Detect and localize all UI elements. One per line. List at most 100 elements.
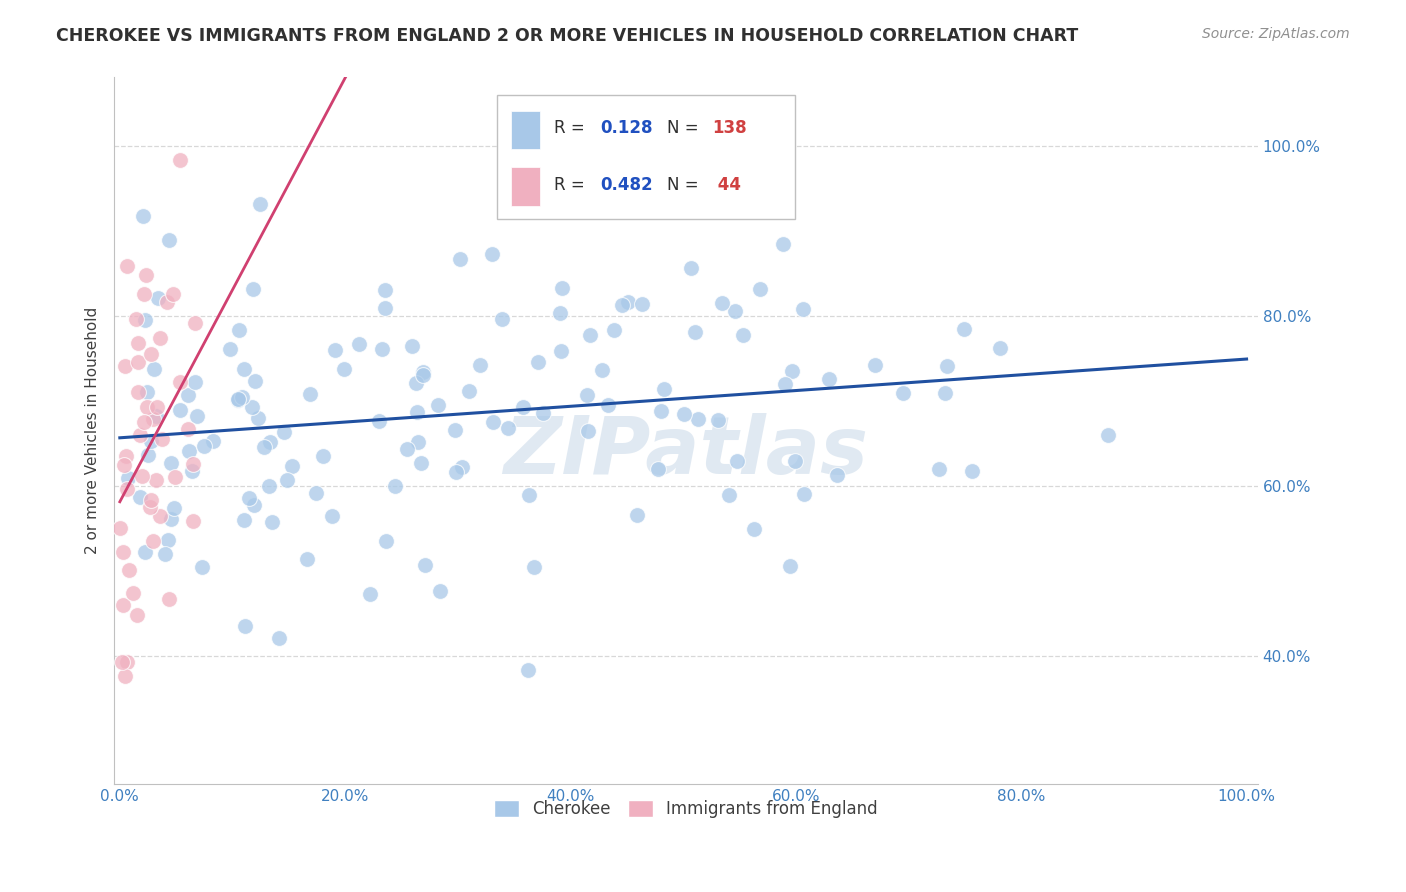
Point [779,558,801,573]
Point [145,409,167,424]
Point [169,403,191,417]
Point [115,483,138,497]
Point [725,454,748,468]
Point [817,372,839,386]
Point [233,619,256,633]
Point [115,449,138,463]
Point [401,339,423,353]
Point [405,405,427,419]
Point [749,282,772,296]
Point [136,449,159,463]
Point [412,368,434,382]
Point [863,358,886,372]
Point [267,631,290,645]
Point [135,268,157,282]
Point [183,316,205,330]
Point [960,464,983,478]
Point [710,296,733,310]
Point [297,552,319,566]
Point [731,328,754,343]
Point [184,375,207,389]
Point [180,464,202,478]
Point [238,491,260,505]
Point [550,344,572,359]
Point [683,325,706,339]
Point [405,376,427,391]
Point [181,457,204,471]
Point [145,473,167,487]
Bar [510,167,540,206]
Point [134,545,156,559]
Point [411,457,433,471]
Point [155,547,177,561]
Point [148,509,170,524]
Point [218,342,240,356]
Point [323,343,346,357]
Point [165,470,187,484]
Text: 0.482: 0.482 [600,176,652,194]
Point [408,435,430,450]
Point [142,412,165,426]
Point [124,311,146,326]
Text: R =: R = [554,120,591,137]
Point [650,404,672,418]
Point [551,281,574,295]
Point [706,413,728,427]
Point [191,559,214,574]
Point [136,384,159,399]
Point [146,400,169,414]
Point [928,462,950,476]
Point [934,385,956,400]
Point [718,488,741,502]
Point [129,428,152,442]
Point [367,414,389,428]
Point [139,493,162,508]
Point [135,400,157,414]
Point [312,449,335,463]
Point [240,400,263,414]
Point [149,331,172,345]
Point [598,397,620,411]
Text: R =: R = [554,176,591,194]
FancyBboxPatch shape [498,95,794,219]
Point [652,382,675,396]
Point [247,411,270,425]
Point [498,421,520,435]
Point [112,598,135,612]
Point [142,534,165,549]
Point [233,362,256,376]
Point [443,424,465,438]
Text: 0.128: 0.128 [600,120,652,137]
Legend: Cherokee, Immigrants from England: Cherokee, Immigrants from England [488,793,884,825]
Point [181,514,204,528]
Point [952,322,974,336]
Point [157,233,180,247]
Point [150,432,173,446]
Point [127,607,149,622]
Point [742,523,765,537]
Point [157,591,180,606]
Point [114,668,136,682]
Point [347,337,370,351]
Point [444,465,467,479]
Point [724,304,747,318]
Point [373,301,395,315]
Point [936,359,959,373]
Point [243,374,266,388]
Point [276,473,298,487]
Point [512,400,534,414]
Point [127,355,149,369]
Point [139,347,162,361]
Point [201,434,224,448]
Point [371,342,394,356]
Point [139,434,162,448]
Point [156,533,179,547]
Point [186,409,208,424]
Point [591,363,613,377]
Text: Source: ZipAtlas.com: Source: ZipAtlas.com [1202,27,1350,41]
Point [470,358,492,372]
Point [177,387,200,401]
Point [988,341,1011,355]
Point [626,508,648,522]
Point [146,292,169,306]
